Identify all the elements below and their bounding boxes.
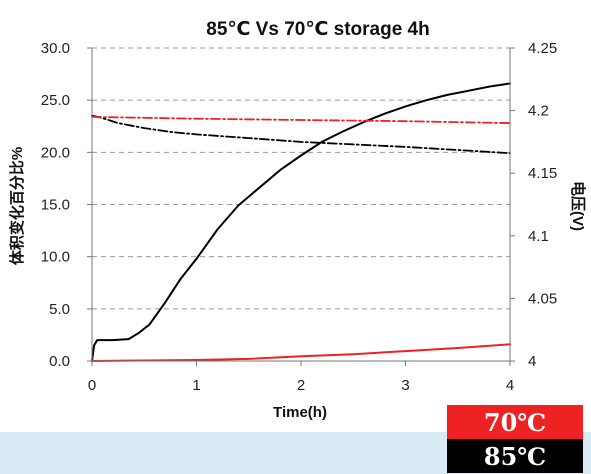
legend-85c-badge: 85℃	[447, 439, 583, 473]
y-left-tick-label: 5.0	[49, 301, 70, 318]
series-line-4	[91, 116, 511, 124]
series-line-2	[91, 343, 511, 362]
y-right-tick-label: 4.2	[528, 103, 549, 120]
x-tick-label: 2	[297, 377, 305, 394]
chart-card: 85℃ Vs 70℃ storage 4h 0.0 5.0 10.0 15.0 20.0…	[0, 0, 591, 432]
series-layer	[91, 82, 511, 362]
ticks-layer: 0.0 5.0 10.0 15.0 20.0 25.0 30.0 4 4.05 4.1 4.15 4.…	[41, 40, 557, 394]
y-left-axis-label: 体积变化百分比%	[8, 147, 26, 265]
x-tick-label: 4	[506, 377, 514, 394]
y-right-tick-label: 4	[528, 353, 536, 370]
y-left-tick-label: 30.0	[41, 40, 70, 57]
storage-chart: 85℃ Vs 70℃ storage 4h 0.0 5.0 10.0 15.0 20.0…	[8, 19, 587, 421]
y-left-tick-label: 10.0	[41, 249, 70, 266]
y-left-tick-label: 0.0	[49, 353, 70, 370]
y-right-tick-label: 4.15	[528, 165, 557, 182]
y-left-tick-label: 15.0	[41, 197, 70, 214]
series-line-1	[91, 82, 511, 362]
x-tick-label: 0	[88, 377, 96, 394]
x-tick-label: 1	[192, 377, 200, 394]
grid-layer	[92, 47, 510, 310]
series-line-3	[91, 114, 511, 155]
y-right-tick-label: 4.25	[528, 40, 557, 57]
x-tick-label: 3	[401, 377, 409, 394]
chart-title: 85℃ Vs 70℃ storage 4h	[206, 19, 429, 40]
y-right-axis-label: 电压(V)	[569, 181, 587, 231]
y-left-tick-label: 20.0	[41, 144, 70, 161]
y-right-tick-label: 4.05	[528, 290, 557, 307]
legend-70c-badge: 70℃	[447, 405, 583, 439]
y-right-tick-label: 4.1	[528, 228, 549, 245]
x-axis-label: Time(h)	[273, 404, 327, 421]
y-left-tick-label: 25.0	[41, 92, 70, 109]
